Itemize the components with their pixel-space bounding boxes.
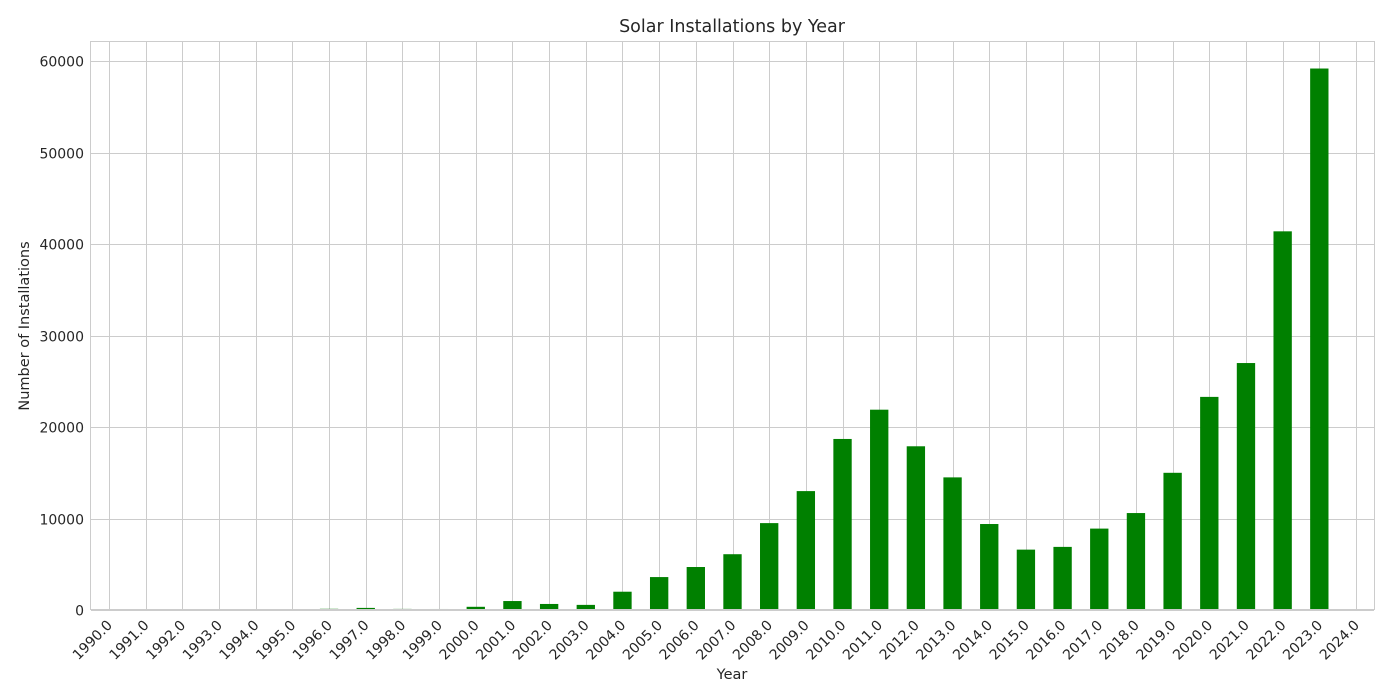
- bar-2004.0: [613, 591, 632, 610]
- bar-2021.0: [1236, 363, 1256, 610]
- bar-2010.0: [833, 438, 852, 610]
- x-tick-label: 2015.0: [987, 618, 1033, 664]
- bar-2023.0: [1310, 68, 1329, 610]
- y-tick-label: 60000: [39, 55, 84, 71]
- x-tick-label: 2021.0: [1207, 618, 1253, 664]
- x-tick-label: 2002.0: [510, 618, 556, 664]
- x-tick-label: 2022.0: [1244, 618, 1290, 664]
- bar-2013.0: [943, 477, 962, 610]
- y-tick-label: 30000: [39, 330, 84, 346]
- x-tick-label: 2008.0: [730, 618, 776, 664]
- x-tick-label: 2011.0: [840, 618, 886, 664]
- bar-2014.0: [980, 524, 999, 610]
- x-tick-label: 2017.0: [1060, 618, 1106, 664]
- x-tick-label: 2001.0: [473, 618, 519, 664]
- y-tick-labels: 0 10000 20000 30000 40000 50000 60000: [39, 55, 84, 620]
- bar-2017.0: [1090, 528, 1109, 610]
- y-axis-label: Number of Installations: [17, 241, 33, 410]
- bar-2005.0: [649, 577, 669, 610]
- bar-2012.0: [906, 446, 926, 610]
- bar-2015.0: [1016, 549, 1036, 610]
- x-tick-label: 2003.0: [547, 618, 593, 664]
- y-tick-label: 0: [75, 604, 84, 620]
- x-tick-label: 1998.0: [363, 618, 409, 664]
- bar-2018.0: [1126, 513, 1146, 610]
- x-tick-label: 1990.0: [70, 618, 116, 664]
- x-tick-label: 2013.0: [913, 618, 959, 664]
- bar-2000.0: [466, 606, 485, 610]
- chart-title: Solar Installations by Year: [619, 17, 846, 37]
- bar-2011.0: [870, 409, 889, 610]
- x-tick-label: 2019.0: [1133, 618, 1179, 664]
- x-tick-label: 2009.0: [767, 618, 813, 664]
- bar-2022.0: [1273, 231, 1292, 610]
- x-tick-label: 2016.0: [1023, 618, 1069, 664]
- x-tick-label: 1994.0: [217, 618, 263, 664]
- bar-2006.0: [686, 567, 705, 610]
- y-tick-label: 10000: [39, 513, 84, 529]
- x-tick-label: 1991.0: [107, 618, 153, 664]
- x-tick-label: 2010.0: [803, 618, 849, 664]
- bar-2003.0: [576, 604, 595, 610]
- bar-2019.0: [1163, 472, 1182, 610]
- x-tick-label: 2012.0: [877, 618, 923, 664]
- bar-2007.0: [723, 554, 742, 610]
- x-tick-label: 1995.0: [253, 618, 299, 664]
- x-tick-label: 2020.0: [1170, 618, 1216, 664]
- bar-2008.0: [760, 523, 779, 610]
- x-tick-label: 2018.0: [1097, 618, 1143, 664]
- x-tick-label: 2006.0: [657, 618, 703, 664]
- x-tick-label: 1993.0: [180, 618, 226, 664]
- bar-1997.0: [356, 607, 375, 610]
- x-tick-label: 1996.0: [290, 618, 336, 664]
- y-tick-label: 40000: [39, 238, 84, 254]
- bar-2009.0: [796, 491, 816, 610]
- x-tick-label: 2023.0: [1280, 618, 1326, 664]
- plot-frame: [90, 41, 1375, 610]
- y-tick-label: 20000: [39, 421, 84, 437]
- y-tick-label: 50000: [39, 147, 84, 163]
- x-tick-label: 2024.0: [1317, 618, 1363, 664]
- x-tick-label: 2005.0: [620, 618, 666, 664]
- bar-2016.0: [1053, 546, 1072, 610]
- x-tick-label: 1992.0: [143, 618, 189, 664]
- x-tick-label: 2014.0: [950, 618, 996, 664]
- x-tick-label: 2007.0: [693, 618, 739, 664]
- x-tick-label: 1999.0: [400, 618, 446, 664]
- bar-2020.0: [1200, 396, 1219, 610]
- x-tick-labels: 1990.01991.01992.01993.01994.01995.01996…: [70, 618, 1363, 664]
- x-axis-label: Year: [716, 667, 748, 683]
- x-tick-label: 2004.0: [583, 618, 629, 664]
- x-tick-label: 2000.0: [437, 618, 483, 664]
- bar-2002.0: [539, 603, 559, 610]
- x-tick-label: 1997.0: [327, 618, 373, 664]
- bar-2001.0: [503, 601, 522, 610]
- bars: [136, 68, 1329, 610]
